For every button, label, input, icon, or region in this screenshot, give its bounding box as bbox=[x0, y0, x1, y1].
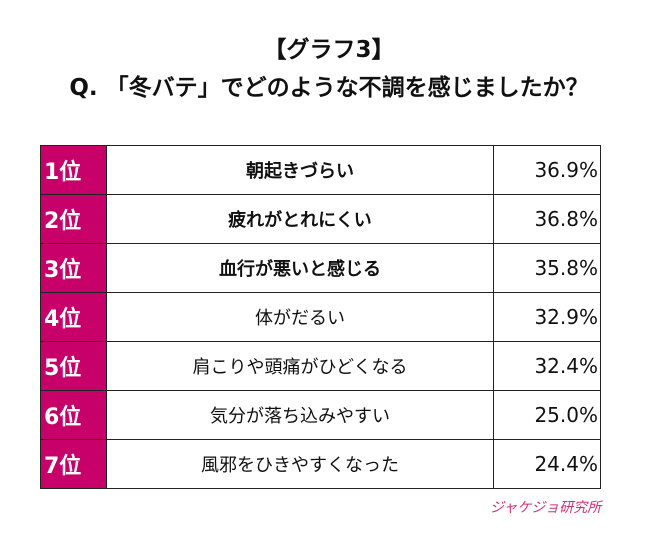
table-row: 1位 朝起きづらい 36.9% bbox=[40, 145, 601, 195]
rank-cell: 5位 bbox=[40, 341, 107, 391]
percentage-value: 32.4% bbox=[493, 341, 601, 391]
percentage-value: 24.4% bbox=[493, 439, 601, 489]
table-row: 6位 気分が落ち込みやすい 25.0% bbox=[40, 390, 601, 440]
item-label: 疲れがとれにくい bbox=[106, 194, 494, 244]
percentage-value: 36.8% bbox=[493, 194, 601, 244]
item-label: 肩こりや頭痛がひどくなる bbox=[106, 341, 494, 391]
table-row: 2位 疲れがとれにくい 36.8% bbox=[40, 194, 601, 244]
percentage-value: 35.8% bbox=[493, 243, 601, 293]
rank-cell: 4位 bbox=[40, 292, 107, 342]
rank-cell: 3位 bbox=[40, 243, 107, 293]
item-label: 風邪をひきやすくなった bbox=[106, 439, 494, 489]
table-row: 4位 体がだるい 32.9% bbox=[40, 292, 601, 342]
table-row: 7位 風邪をひきやすくなった 24.4% bbox=[40, 439, 601, 489]
item-label: 朝起きづらい bbox=[106, 145, 494, 195]
percentage-value: 36.9% bbox=[493, 145, 601, 195]
item-label: 体がだるい bbox=[106, 292, 494, 342]
logo-text: ジャケジョ研究所 bbox=[490, 500, 602, 516]
rank-cell: 6位 bbox=[40, 390, 107, 440]
rank-cell: 1位 bbox=[40, 145, 107, 195]
question-text: Q. 「冬バテ」でどのような不調を感じましたか？ bbox=[69, 75, 589, 101]
ranking-table: 1位 朝起きづらい 36.9% 2位 疲れがとれにくい 36.8% 3位 血行が悪いと感じる 3… bbox=[40, 145, 601, 489]
table-row: 5位 肩こりや頭痛がひどくなる 32.4% bbox=[40, 341, 601, 391]
item-label: 気分が落ち込みやすい bbox=[106, 390, 494, 440]
logo: ジャケジョ研究所 bbox=[490, 497, 601, 517]
rank-cell: 7位 bbox=[40, 439, 107, 489]
graph-title: 【グラフ3】 bbox=[263, 37, 395, 63]
item-label: 血行が悪いと感じる bbox=[106, 243, 494, 293]
rank-cell: 2位 bbox=[40, 194, 107, 244]
percentage-value: 25.0% bbox=[493, 390, 601, 440]
table-row: 3位 血行が悪いと感じる 35.8% bbox=[40, 243, 601, 293]
percentage-value: 32.9% bbox=[493, 292, 601, 342]
